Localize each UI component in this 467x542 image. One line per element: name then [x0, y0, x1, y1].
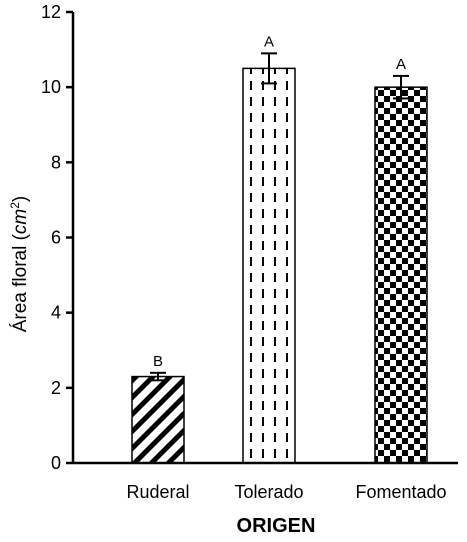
y-tick-label-10: 10	[41, 77, 61, 97]
significance-letter-ruderal: B	[153, 353, 163, 370]
category-label-tolerado: Tolerado	[234, 482, 303, 502]
y-tick-label-0: 0	[51, 453, 61, 473]
category-label-fomentado: Fomentado	[355, 482, 446, 502]
bar-tolerado	[242, 67, 296, 464]
x-axis-title: ORIGEN	[237, 515, 316, 537]
category-label-ruderal: Ruderal	[126, 482, 189, 502]
svg-text:Área floral (cm2): Área floral (cm2)	[8, 196, 31, 333]
significance-letter-tolerado: A	[264, 33, 274, 50]
y-tick-label-6: 6	[51, 228, 61, 248]
y-tick-label-2: 2	[51, 378, 61, 398]
y-tick-label-12: 12	[41, 2, 61, 22]
significance-letter-fomentado: A	[396, 56, 406, 73]
bar-ruderal	[131, 375, 185, 464]
plot-area: B Ruderal A Tolerado A Fomentado 0 2 4 6 8 10 12	[41, 2, 458, 502]
y-tick-label-8: 8	[51, 152, 61, 172]
y-axis-label: Área floral (cm2)	[8, 196, 31, 333]
bar-fomentado	[374, 86, 428, 464]
y-tick-label-4: 4	[51, 303, 61, 323]
